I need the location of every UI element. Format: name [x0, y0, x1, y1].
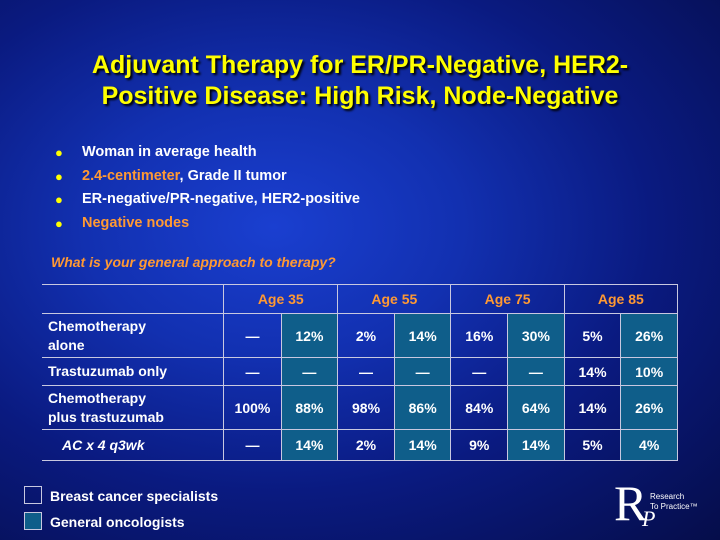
table-row: Chemotherapy alone — 12% 2% 14% 16% 30% 5… [42, 313, 678, 358]
age-group-header: Age 85 [564, 284, 679, 314]
row-label-line: alone [48, 336, 85, 353]
bullet-text: , Grade II tumor [179, 167, 287, 184]
specialist-cell: — [223, 357, 282, 386]
oncologist-cell: 10% [620, 357, 678, 386]
logo-text-line: Research [650, 492, 685, 501]
specialist-cell: 5% [563, 313, 621, 358]
legend-specialists: Breast cancer specialists [24, 486, 218, 504]
oncologist-cell: 26% [620, 385, 678, 430]
logo-letter-r: R [614, 475, 648, 531]
oncologist-cell: 14% [393, 429, 451, 461]
oncologist-cell: 12% [280, 313, 338, 358]
bullet-item: ● Woman in average health [55, 141, 360, 165]
oncologist-cell: 86% [393, 385, 451, 430]
row-label: Trastuzumab only [42, 357, 224, 386]
legend-label: General oncologists [50, 514, 185, 530]
legend-swatch-specialists [24, 486, 42, 504]
research-to-practice-logo: R P Research To Practice™ [614, 475, 704, 531]
results-table: Age 35 Age 55 Age 75 Age 85 Chemotherapy… [42, 284, 679, 461]
oncologist-cell: 14% [507, 429, 565, 461]
table-header-row: Age 35 Age 55 Age 75 Age 85 [42, 284, 679, 314]
bullet-dot-icon: ● [55, 215, 63, 231]
specialist-cell: 16% [450, 313, 508, 358]
header-empty-cell [42, 284, 225, 314]
legend-label: Breast cancer specialists [50, 488, 219, 504]
title-line-1: Adjuvant Therapy for ER/PR-Negative, HER… [91, 51, 629, 79]
oncologist-cell: 64% [507, 385, 565, 430]
specialist-cell: 84% [450, 385, 508, 430]
row-label: Chemotherapy plus trastuzumab [42, 385, 224, 430]
age-group-header: Age 35 [223, 284, 339, 314]
specialist-cell: — [223, 313, 282, 358]
row-label: AC x 4 q3wk [42, 429, 224, 461]
bullet-dot-icon: ● [55, 145, 63, 160]
specialist-cell: 98% [337, 385, 395, 430]
bullet-text: ER-negative/PR-negative, HER2-positive [82, 191, 360, 207]
specialist-cell: 14% [563, 357, 621, 386]
bullet-text: Woman in average health [82, 144, 257, 160]
oncologist-cell: 26% [620, 313, 678, 358]
logo-text: To Practice [650, 502, 690, 511]
oncologist-cell: 14% [393, 313, 451, 358]
table-row: Trastuzumab only — — — — — — 14% 10% [42, 357, 678, 386]
logo-letter-p: P [642, 506, 656, 531]
bullet-list: ● Woman in average health ● 2.4-centimeter… [55, 141, 360, 235]
row-label: Chemotherapy alone [42, 313, 224, 358]
slide-title: Adjuvant Therapy for ER/PR-Negative, HER… [20, 50, 700, 112]
oncologist-cell: — [393, 357, 451, 386]
legend-oncologists: General oncologists [24, 512, 185, 530]
row-label-line: plus trastuzumab [48, 408, 164, 425]
age-group-header: Age 55 [337, 284, 452, 314]
logo-text-line: To Practice™ [650, 502, 698, 511]
bullet-dot-icon: ● [55, 168, 63, 184]
bullet-item: ● ER-negative/PR-negative, HER2-positive [55, 188, 360, 212]
bullet-item: ● 2.4-centimeter, Grade II tumor [55, 165, 360, 189]
bullet-item: ● Negative nodes [55, 212, 360, 236]
specialist-cell: — [450, 357, 508, 386]
specialist-cell: 100% [223, 385, 282, 430]
row-label-line: Chemotherapy [48, 389, 147, 406]
title-line-2: Positive Disease: High Risk, Node-Negati… [101, 82, 619, 110]
oncologist-cell: 4% [620, 429, 678, 461]
specialist-cell: — [223, 429, 282, 461]
row-label-line: Chemotherapy [48, 317, 147, 334]
oncologist-cell: 30% [507, 313, 565, 358]
bullet-highlight-text: Negative nodes [82, 214, 190, 231]
specialist-cell: 2% [337, 429, 395, 461]
table-row: Chemotherapy plus trastuzumab 100% 88% 98… [42, 385, 678, 430]
specialist-cell: 5% [563, 429, 621, 461]
age-group-header: Age 75 [450, 284, 565, 314]
specialist-cell: — [337, 357, 395, 386]
specialist-cell: 9% [450, 429, 508, 461]
specialist-cell: 2% [337, 313, 395, 358]
question-text: What is your general approach to therapy… [51, 254, 336, 270]
table-row: AC x 4 q3wk — 14% 2% 14% 9% 14% 5% 4% [42, 429, 678, 461]
logo-tm: ™ [689, 502, 698, 511]
legend-swatch-oncologists [24, 512, 42, 530]
oncologist-cell: — [280, 357, 338, 386]
oncologist-cell: — [507, 357, 565, 386]
oncologist-cell: 88% [280, 385, 338, 430]
bullet-dot-icon: ● [55, 192, 63, 207]
bullet-highlight-text: 2.4-centimeter [82, 167, 180, 184]
oncologist-cell: 14% [280, 429, 338, 461]
specialist-cell: 14% [563, 385, 621, 430]
